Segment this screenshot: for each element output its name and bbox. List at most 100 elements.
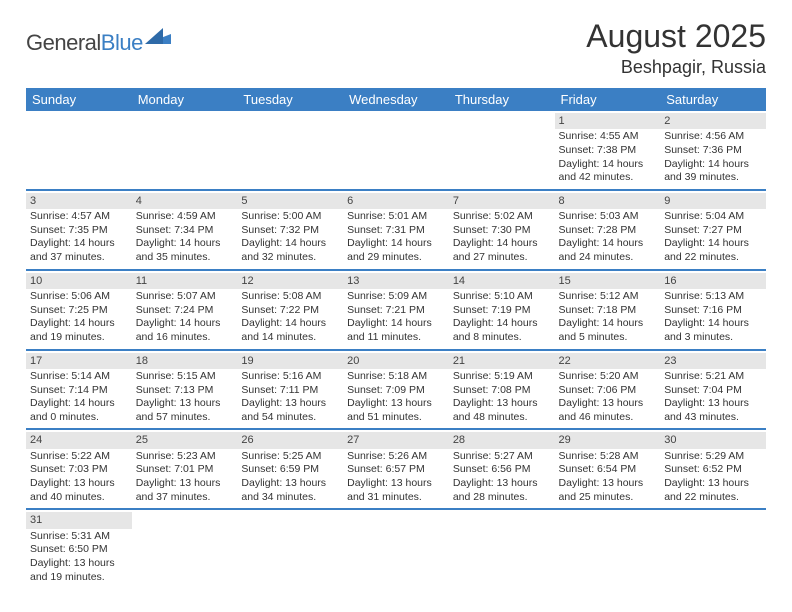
day-sunrise: Sunrise: 5:15 AM <box>136 370 234 384</box>
day-cell: 10Sunrise: 5:06 AMSunset: 7:25 PMDayligh… <box>26 270 132 350</box>
day-number: 14 <box>449 273 555 289</box>
day-day1: Daylight: 14 hours <box>664 237 762 251</box>
day-sunrise: Sunrise: 5:28 AM <box>559 450 657 464</box>
empty-cell <box>449 509 555 588</box>
day-sunrise: Sunrise: 5:23 AM <box>136 450 234 464</box>
day-number: 16 <box>660 273 766 289</box>
day-day2: and 32 minutes. <box>241 251 339 265</box>
day-cell: 3Sunrise: 4:57 AMSunset: 7:35 PMDaylight… <box>26 190 132 270</box>
day-cell: 13Sunrise: 5:09 AMSunset: 7:21 PMDayligh… <box>343 270 449 350</box>
day-cell: 24Sunrise: 5:22 AMSunset: 7:03 PMDayligh… <box>26 429 132 509</box>
day-day2: and 37 minutes. <box>136 491 234 505</box>
day-sunrise: Sunrise: 5:19 AM <box>453 370 551 384</box>
day-day2: and 11 minutes. <box>347 331 445 345</box>
dayheader-friday: Friday <box>555 88 661 111</box>
day-day1: Daylight: 14 hours <box>136 237 234 251</box>
day-day1: Daylight: 14 hours <box>136 317 234 331</box>
day-sunset: Sunset: 7:21 PM <box>347 304 445 318</box>
day-cell: 16Sunrise: 5:13 AMSunset: 7:16 PMDayligh… <box>660 270 766 350</box>
day-sunrise: Sunrise: 5:01 AM <box>347 210 445 224</box>
day-number: 3 <box>26 193 132 209</box>
day-sunrise: Sunrise: 5:18 AM <box>347 370 445 384</box>
day-sunset: Sunset: 7:11 PM <box>241 384 339 398</box>
day-day2: and 42 minutes. <box>559 171 657 185</box>
calendar-row: 31Sunrise: 5:31 AMSunset: 6:50 PMDayligh… <box>26 509 766 588</box>
day-sunset: Sunset: 7:34 PM <box>136 224 234 238</box>
day-day1: Daylight: 14 hours <box>664 317 762 331</box>
day-number: 31 <box>26 512 132 528</box>
day-day1: Daylight: 14 hours <box>559 158 657 172</box>
day-day1: Daylight: 13 hours <box>30 557 128 571</box>
day-day1: Daylight: 14 hours <box>559 317 657 331</box>
day-sunrise: Sunrise: 5:12 AM <box>559 290 657 304</box>
day-sunrise: Sunrise: 5:16 AM <box>241 370 339 384</box>
calendar-row: 10Sunrise: 5:06 AMSunset: 7:25 PMDayligh… <box>26 270 766 350</box>
logo-text-general: General <box>26 30 101 56</box>
day-day2: and 35 minutes. <box>136 251 234 265</box>
day-cell: 15Sunrise: 5:12 AMSunset: 7:18 PMDayligh… <box>555 270 661 350</box>
day-day1: Daylight: 13 hours <box>559 397 657 411</box>
day-day1: Daylight: 13 hours <box>664 397 762 411</box>
empty-cell <box>132 111 238 190</box>
day-cell: 28Sunrise: 5:27 AMSunset: 6:56 PMDayligh… <box>449 429 555 509</box>
day-day1: Daylight: 14 hours <box>347 237 445 251</box>
day-sunrise: Sunrise: 5:26 AM <box>347 450 445 464</box>
day-sunset: Sunset: 7:35 PM <box>30 224 128 238</box>
day-day2: and 48 minutes. <box>453 411 551 425</box>
day-day2: and 19 minutes. <box>30 331 128 345</box>
day-cell: 23Sunrise: 5:21 AMSunset: 7:04 PMDayligh… <box>660 350 766 430</box>
day-cell: 31Sunrise: 5:31 AMSunset: 6:50 PMDayligh… <box>26 509 132 588</box>
day-day1: Daylight: 14 hours <box>30 237 128 251</box>
day-sunrise: Sunrise: 4:55 AM <box>559 130 657 144</box>
day-cell: 14Sunrise: 5:10 AMSunset: 7:19 PMDayligh… <box>449 270 555 350</box>
dayheader-sunday: Sunday <box>26 88 132 111</box>
day-sunrise: Sunrise: 5:08 AM <box>241 290 339 304</box>
day-sunset: Sunset: 7:14 PM <box>30 384 128 398</box>
day-day1: Daylight: 14 hours <box>30 317 128 331</box>
day-cell: 19Sunrise: 5:16 AMSunset: 7:11 PMDayligh… <box>237 350 343 430</box>
day-cell: 7Sunrise: 5:02 AMSunset: 7:30 PMDaylight… <box>449 190 555 270</box>
day-day1: Daylight: 13 hours <box>453 397 551 411</box>
day-day1: Daylight: 14 hours <box>241 317 339 331</box>
title-block: August 2025 Beshpagir, Russia <box>586 18 766 78</box>
day-sunrise: Sunrise: 5:00 AM <box>241 210 339 224</box>
day-sunset: Sunset: 7:19 PM <box>453 304 551 318</box>
day-sunset: Sunset: 6:50 PM <box>30 543 128 557</box>
day-day2: and 34 minutes. <box>241 491 339 505</box>
day-sunset: Sunset: 7:31 PM <box>347 224 445 238</box>
calendar-table: SundayMondayTuesdayWednesdayThursdayFrid… <box>26 88 766 588</box>
page-header: GeneralBlue August 2025 Beshpagir, Russi… <box>26 18 766 78</box>
day-cell: 12Sunrise: 5:08 AMSunset: 7:22 PMDayligh… <box>237 270 343 350</box>
day-sunrise: Sunrise: 5:06 AM <box>30 290 128 304</box>
empty-cell <box>555 509 661 588</box>
day-sunset: Sunset: 6:57 PM <box>347 463 445 477</box>
day-number: 24 <box>26 432 132 448</box>
day-day1: Daylight: 14 hours <box>664 158 762 172</box>
day-sunrise: Sunrise: 5:09 AM <box>347 290 445 304</box>
day-day2: and 14 minutes. <box>241 331 339 345</box>
day-cell: 26Sunrise: 5:25 AMSunset: 6:59 PMDayligh… <box>237 429 343 509</box>
day-sunrise: Sunrise: 5:14 AM <box>30 370 128 384</box>
day-sunset: Sunset: 7:36 PM <box>664 144 762 158</box>
dayheader-saturday: Saturday <box>660 88 766 111</box>
day-sunrise: Sunrise: 5:29 AM <box>664 450 762 464</box>
day-day2: and 46 minutes. <box>559 411 657 425</box>
day-day2: and 16 minutes. <box>136 331 234 345</box>
day-number: 17 <box>26 353 132 369</box>
day-number: 9 <box>660 193 766 209</box>
day-sunset: Sunset: 7:06 PM <box>559 384 657 398</box>
day-number: 23 <box>660 353 766 369</box>
day-number: 13 <box>343 273 449 289</box>
day-sunset: Sunset: 6:52 PM <box>664 463 762 477</box>
day-number: 10 <box>26 273 132 289</box>
day-number: 6 <box>343 193 449 209</box>
empty-cell <box>660 509 766 588</box>
day-number: 28 <box>449 432 555 448</box>
day-day2: and 22 minutes. <box>664 491 762 505</box>
day-day1: Daylight: 14 hours <box>559 237 657 251</box>
day-day1: Daylight: 13 hours <box>136 397 234 411</box>
day-day2: and 25 minutes. <box>559 491 657 505</box>
day-number: 7 <box>449 193 555 209</box>
day-number: 25 <box>132 432 238 448</box>
day-cell: 9Sunrise: 5:04 AMSunset: 7:27 PMDaylight… <box>660 190 766 270</box>
